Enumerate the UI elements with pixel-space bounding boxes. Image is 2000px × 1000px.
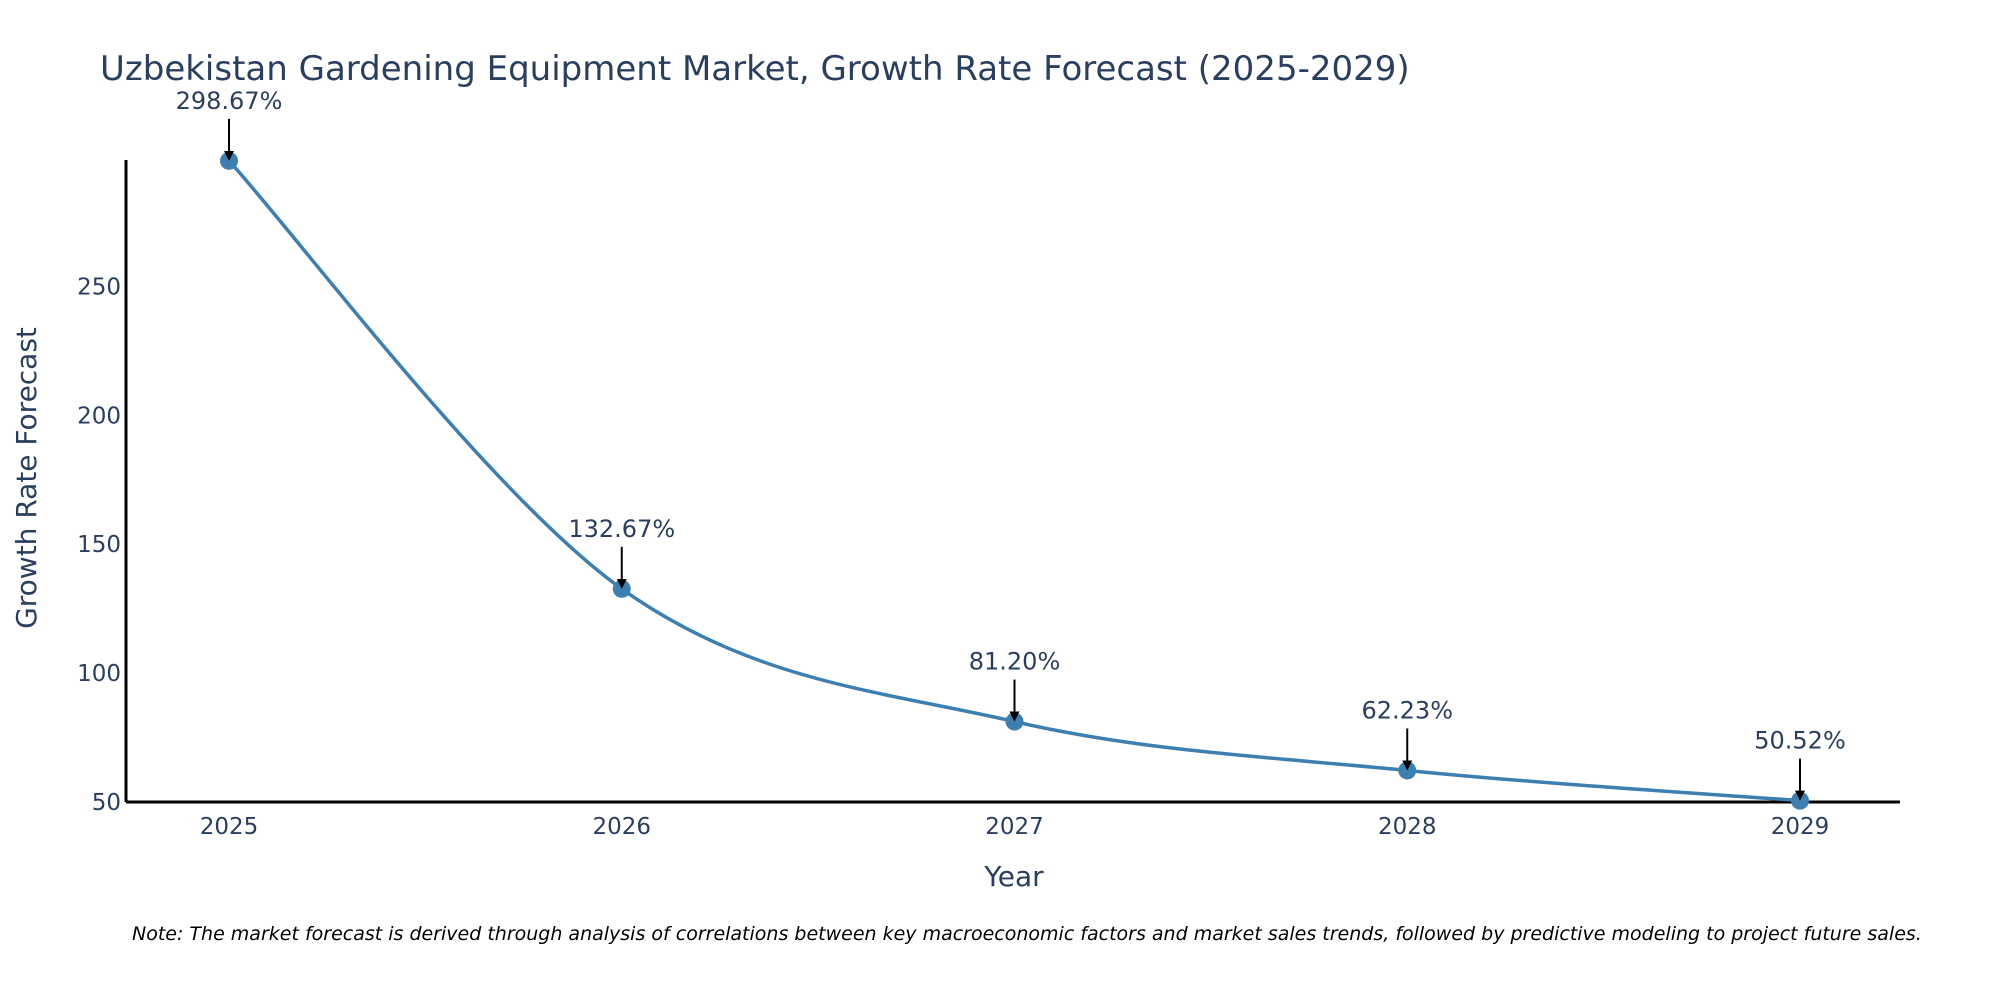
y-tick-label: 100 xyxy=(77,661,121,687)
y-tick-label: 200 xyxy=(77,403,121,429)
x-tick-label: 2027 xyxy=(985,814,1044,840)
y-tick-label: 250 xyxy=(77,274,121,300)
data-label: 50.52% xyxy=(1754,727,1846,755)
data-label: 62.23% xyxy=(1361,696,1453,724)
x-tick-labels: 2025 2026 2027 2028 2029 xyxy=(200,814,1830,840)
x-tick-label: 2025 xyxy=(200,814,259,840)
y-tick-labels: 50 100 150 200 250 xyxy=(77,274,121,816)
data-label: 81.20% xyxy=(969,648,1061,676)
series-line xyxy=(227,159,1801,803)
y-tick-label: 150 xyxy=(77,532,121,558)
chart-note: Note: The market forecast is derived thr… xyxy=(132,923,1922,945)
data-label: 298.67% xyxy=(176,87,283,115)
y-axis-title: Growth Rate Forecast xyxy=(10,327,43,629)
data-label: 132.67% xyxy=(568,515,675,543)
x-tick-label: 2028 xyxy=(1378,814,1437,840)
chart-title: Uzbekistan Gardening Equipment Market, G… xyxy=(100,49,1410,89)
x-tick-label: 2029 xyxy=(1771,814,1830,840)
x-tick-label: 2026 xyxy=(592,814,651,840)
data-annotations: 298.67% 132.67% 81.20% 62.23% 50.52% xyxy=(176,87,1846,801)
x-axis-title: Year xyxy=(983,860,1044,893)
y-tick-label: 50 xyxy=(92,790,121,816)
